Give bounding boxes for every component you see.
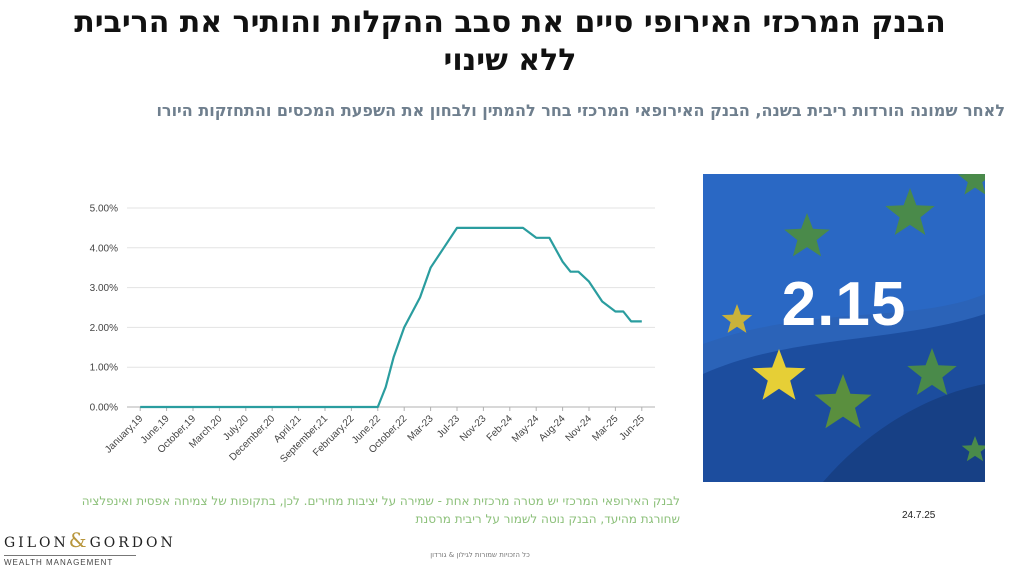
page-title: הבנק המרכזי האירופי סיים את סבב ההקלות ו… — [74, 5, 946, 78]
logo-subtitle: WEALTH MANAGEMENT — [4, 558, 114, 567]
logo-ampersand: & — [68, 528, 90, 552]
ecb-rate-line — [140, 226, 642, 409]
interest-rate-chart: 0.00% 1.00% 2.00% 3.00% 4.00% 5.00% January,19… — [90, 204, 655, 465]
x-tick-label: Nov-23 — [458, 413, 489, 444]
y-tick-label: 5.00% — [90, 204, 118, 215]
explanatory-note: לבנק האירופאי המרכזי יש מטרה מרכזית אחת … — [81, 494, 680, 526]
x-tick-label: Aug-24 — [537, 413, 568, 444]
flag-star-icon — [961, 436, 985, 462]
x-tick-label: Mar-23 — [406, 413, 436, 443]
copyright-footer: כל הזכויות שמורות לגילון & גורדון — [430, 551, 530, 559]
x-tick-label: Nov-24 — [564, 413, 595, 444]
eu-flag-graphic — [703, 174, 985, 482]
eu-flag-image: 2.15 — [703, 174, 985, 482]
flag-star-icon — [721, 304, 753, 333]
company-logo: GILON&GORDON WEALTH MANAGEMENT — [4, 528, 173, 568]
x-tick-label: Mar-25 — [590, 413, 620, 443]
flag-star-icon — [814, 374, 872, 429]
flag-star-icon — [784, 213, 830, 257]
logo-divider — [4, 555, 136, 556]
y-tick-label: 1.00% — [90, 363, 118, 374]
y-tick-label: 0.00% — [90, 403, 118, 414]
logo-right-text: GORDON — [89, 535, 176, 551]
x-tick-label: Jun-25 — [618, 413, 648, 443]
flag-star-icon — [752, 349, 806, 400]
current-rate-value: 2.15 — [781, 270, 907, 339]
y-tick-label: 4.00% — [90, 243, 118, 254]
y-tick-label: 3.00% — [90, 283, 118, 294]
flag-star-icon — [957, 174, 985, 195]
flag-star-icon — [907, 348, 957, 395]
y-tick-label: 2.00% — [90, 323, 118, 334]
logo-left-text: GILON — [4, 535, 69, 551]
x-tick-label: January,19 — [103, 413, 146, 456]
date-label: 24.7.25 — [902, 510, 936, 521]
flag-star-icon — [885, 188, 935, 235]
page-subtitle: לאחר שמונה הורדות ריבית בשנה, הבנק האירו… — [156, 101, 1005, 120]
x-tick-label: May-24 — [510, 413, 542, 445]
